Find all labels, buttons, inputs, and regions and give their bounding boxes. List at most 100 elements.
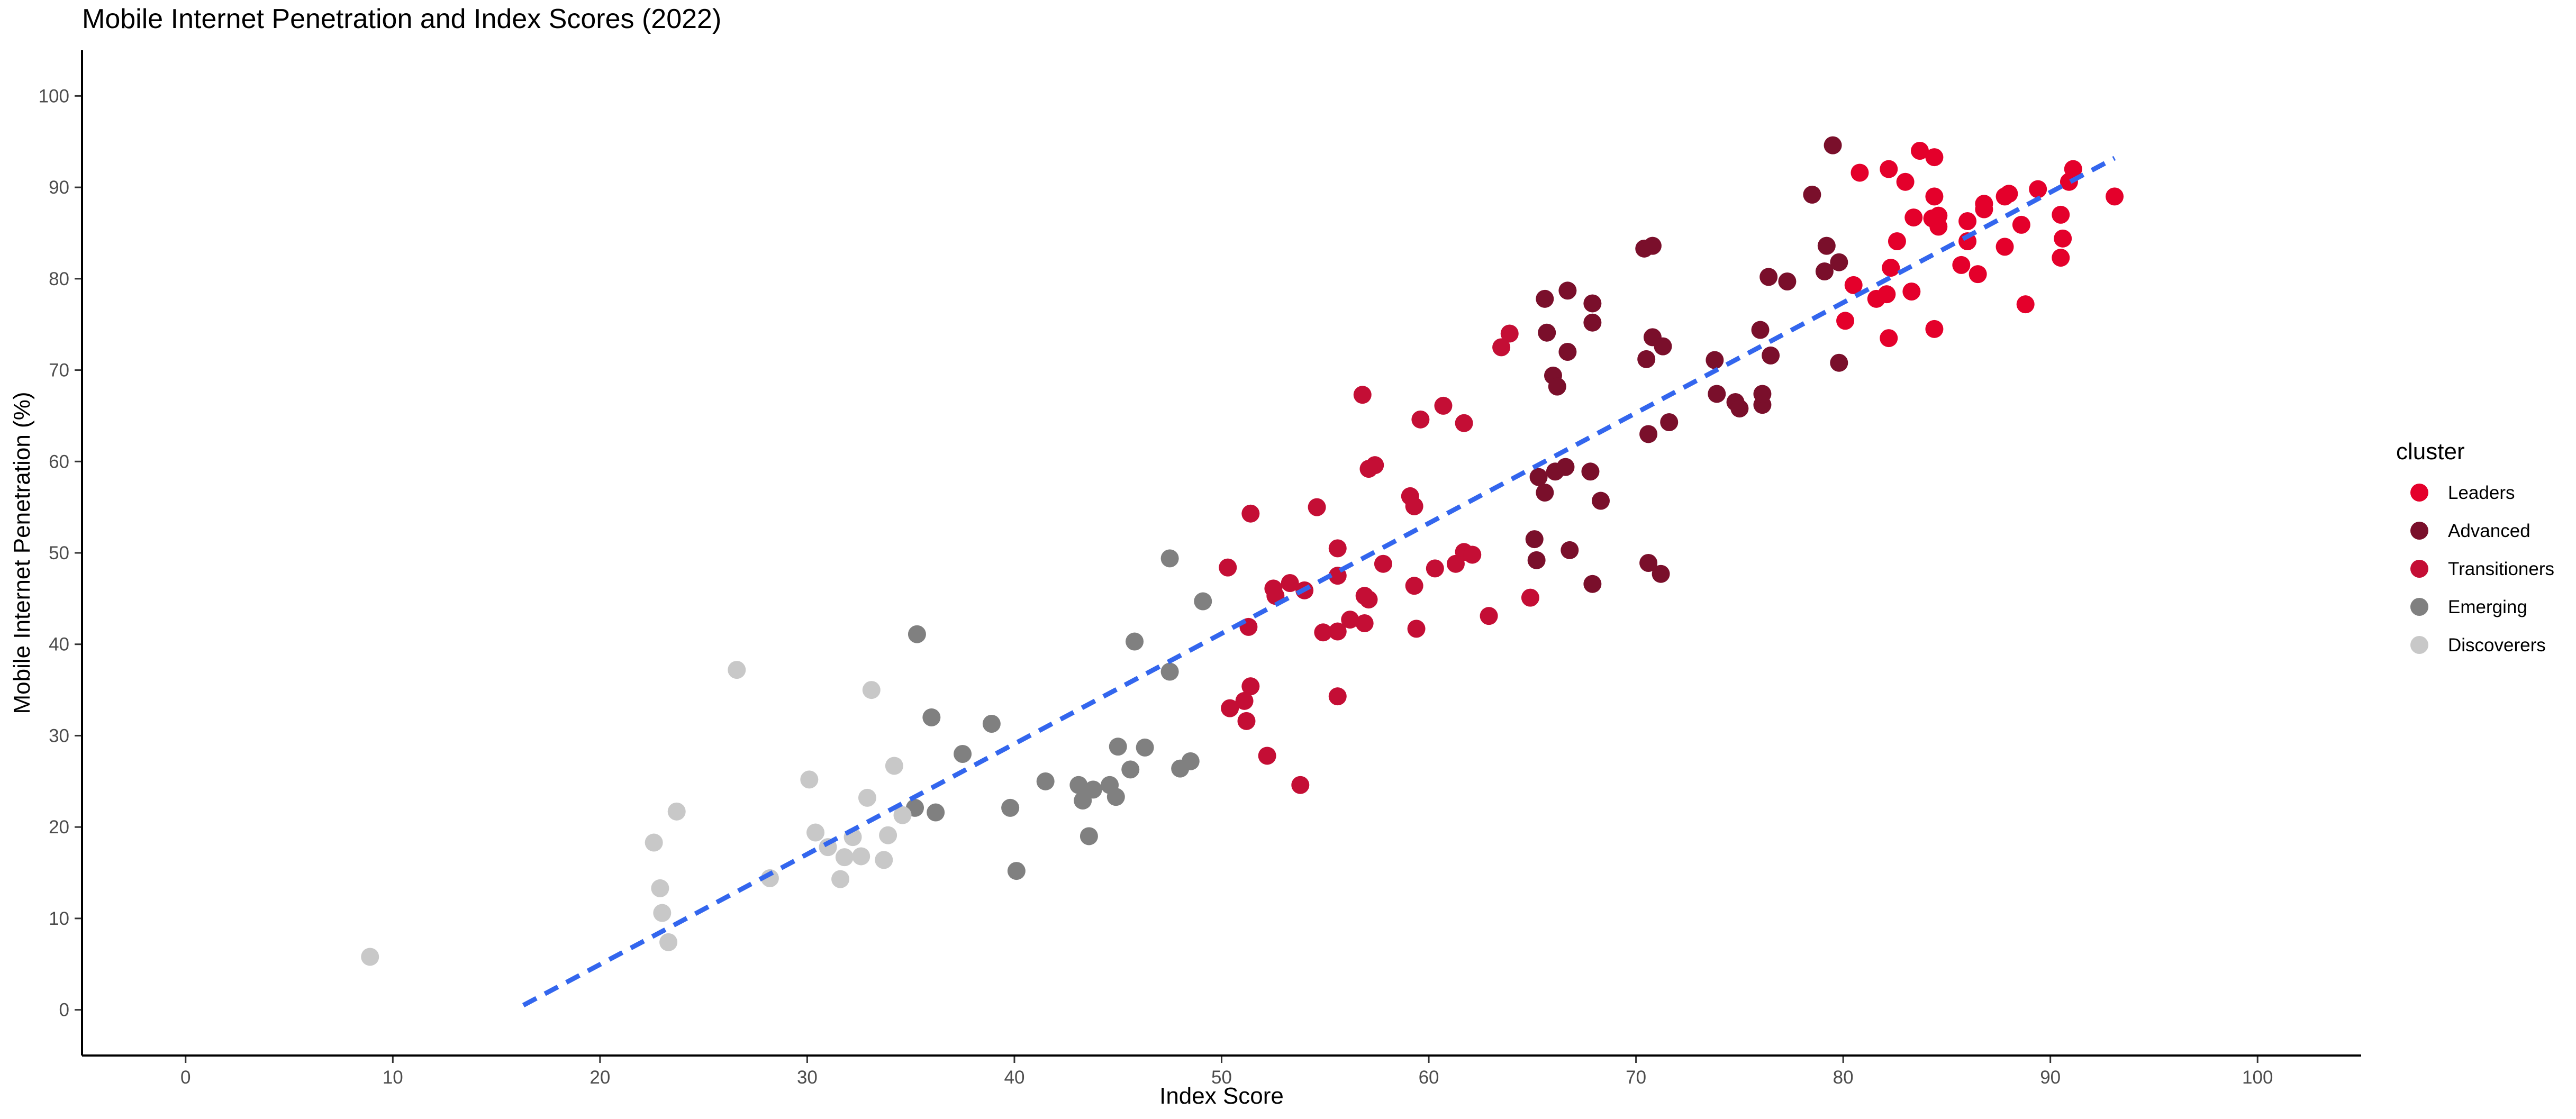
legend-label-advanced: Advanced xyxy=(2448,521,2530,541)
point-advanced-9 xyxy=(1643,236,1662,255)
point-transitioners-7 xyxy=(1359,460,1378,478)
point-transitioners-5 xyxy=(1455,414,1473,432)
point-discoverers-16 xyxy=(831,870,850,888)
point-leaders-17 xyxy=(1958,212,1977,230)
point-emerging-6 xyxy=(982,715,1001,733)
legend-key-transitioners xyxy=(2410,560,2428,578)
point-advanced-37 xyxy=(1525,530,1544,549)
legend-title: cluster xyxy=(2396,439,2465,465)
point-discoverers-6 xyxy=(893,806,912,824)
point-emerging-5 xyxy=(922,708,941,726)
point-advanced-34 xyxy=(1556,458,1575,476)
point-transitioners-32 xyxy=(1328,622,1347,641)
point-discoverers-18 xyxy=(653,904,672,922)
point-emerging-3 xyxy=(1160,662,1179,681)
point-emerging-4 xyxy=(908,625,926,643)
y-tick-label-4: 40 xyxy=(49,634,69,655)
point-transitioners-1 xyxy=(1500,324,1519,343)
y-tick-label-5: 50 xyxy=(49,543,69,563)
point-advanced-24 xyxy=(1708,385,1726,403)
point-leaders-27 xyxy=(2054,229,2072,248)
point-discoverers-3 xyxy=(800,770,819,789)
point-leaders-8 xyxy=(2000,185,2018,203)
point-transitioners-10 xyxy=(1241,504,1260,523)
x-tick-label-1: 10 xyxy=(383,1067,403,1088)
point-leaders-33 xyxy=(2016,295,2035,314)
y-tick-label-10: 100 xyxy=(39,86,69,106)
point-advanced-4 xyxy=(1830,253,1848,271)
point-advanced-16 xyxy=(1637,350,1656,368)
point-advanced-23 xyxy=(1548,377,1566,396)
y-tick-label-6: 60 xyxy=(49,451,69,472)
point-transitioners-31 xyxy=(1314,623,1332,642)
point-advanced-12 xyxy=(1583,313,1602,332)
x-axis-title: Index Score xyxy=(1159,1083,1284,1109)
y-tick-label-0: 0 xyxy=(59,1000,69,1021)
x-tick-label-4: 40 xyxy=(1004,1067,1024,1088)
point-leaders-28 xyxy=(2052,249,2070,267)
point-transitioners-11 xyxy=(1308,498,1326,516)
point-leaders-23 xyxy=(1952,256,1971,274)
point-advanced-14 xyxy=(1538,323,1556,342)
point-advanced-38 xyxy=(1527,551,1546,569)
point-advanced-41 xyxy=(1639,554,1658,572)
point-discoverers-12 xyxy=(852,847,870,866)
point-transitioners-30 xyxy=(1355,614,1374,632)
point-transitioners-15 xyxy=(1446,554,1465,573)
point-advanced-10 xyxy=(1558,281,1577,300)
x-tick-label-10: 100 xyxy=(2242,1067,2273,1088)
point-emerging-22 xyxy=(1080,827,1098,845)
point-advanced-11 xyxy=(1583,294,1602,313)
point-advanced-1 xyxy=(1803,185,1821,204)
y-tick-label-3: 30 xyxy=(49,725,69,746)
point-leaders-35 xyxy=(1880,329,1898,348)
point-leaders-18 xyxy=(1975,200,1993,219)
point-leaders-21 xyxy=(1888,232,1906,250)
point-emerging-14 xyxy=(1069,776,1088,794)
point-transitioners-41 xyxy=(1291,776,1310,794)
point-leaders-3 xyxy=(1911,142,1929,160)
point-advanced-30 xyxy=(1660,413,1679,431)
x-tick-label-0: 0 xyxy=(180,1067,191,1088)
trend-line xyxy=(522,156,2116,1007)
y-tick-label-9: 90 xyxy=(49,177,69,198)
point-transitioners-29 xyxy=(1341,611,1359,629)
point-leaders-26 xyxy=(1996,238,2014,256)
y-tick-label-1: 10 xyxy=(49,908,69,929)
point-advanced-31 xyxy=(1529,468,1548,486)
point-leaders-1 xyxy=(1880,160,1898,178)
y-tick-label-2: 20 xyxy=(49,817,69,838)
point-discoverers-20 xyxy=(361,948,379,966)
point-emerging-8 xyxy=(1109,738,1127,756)
point-advanced-42 xyxy=(1652,565,1670,583)
point-leaders-9 xyxy=(2029,180,2047,198)
point-discoverers-19 xyxy=(659,933,678,951)
point-advanced-6 xyxy=(1759,268,1778,286)
legend-label-leaders: Leaders xyxy=(2448,483,2515,503)
point-advanced-7 xyxy=(1778,272,1797,290)
point-emerging-9 xyxy=(1136,738,1154,757)
point-transitioners-38 xyxy=(1237,712,1256,730)
point-transitioners-2 xyxy=(1353,386,1372,404)
point-advanced-36 xyxy=(1592,492,1610,510)
point-advanced-39 xyxy=(1561,541,1579,559)
point-emerging-2 xyxy=(1126,632,1144,651)
point-emerging-17 xyxy=(1074,792,1092,810)
point-transitioners-16 xyxy=(1426,559,1444,578)
x-tick-label-5: 50 xyxy=(1211,1067,1232,1088)
point-leaders-4 xyxy=(1925,148,1944,167)
point-leaders-34 xyxy=(1836,312,1855,330)
point-leaders-2 xyxy=(1896,172,1915,191)
point-advanced-13 xyxy=(1536,289,1554,308)
x-tick-label-6: 60 xyxy=(1419,1067,1439,1088)
point-leaders-16 xyxy=(1929,217,1948,236)
point-discoverers-5 xyxy=(667,802,686,821)
point-leaders-19 xyxy=(2012,215,2030,234)
point-advanced-5 xyxy=(1830,353,1848,372)
point-leaders-12 xyxy=(2106,187,2124,206)
x-tick-label-3: 30 xyxy=(797,1067,818,1088)
legend-key-advanced xyxy=(2410,522,2428,540)
point-transitioners-28 xyxy=(1521,588,1539,607)
point-transitioners-3 xyxy=(1434,396,1453,415)
point-leaders-31 xyxy=(1877,285,1896,304)
